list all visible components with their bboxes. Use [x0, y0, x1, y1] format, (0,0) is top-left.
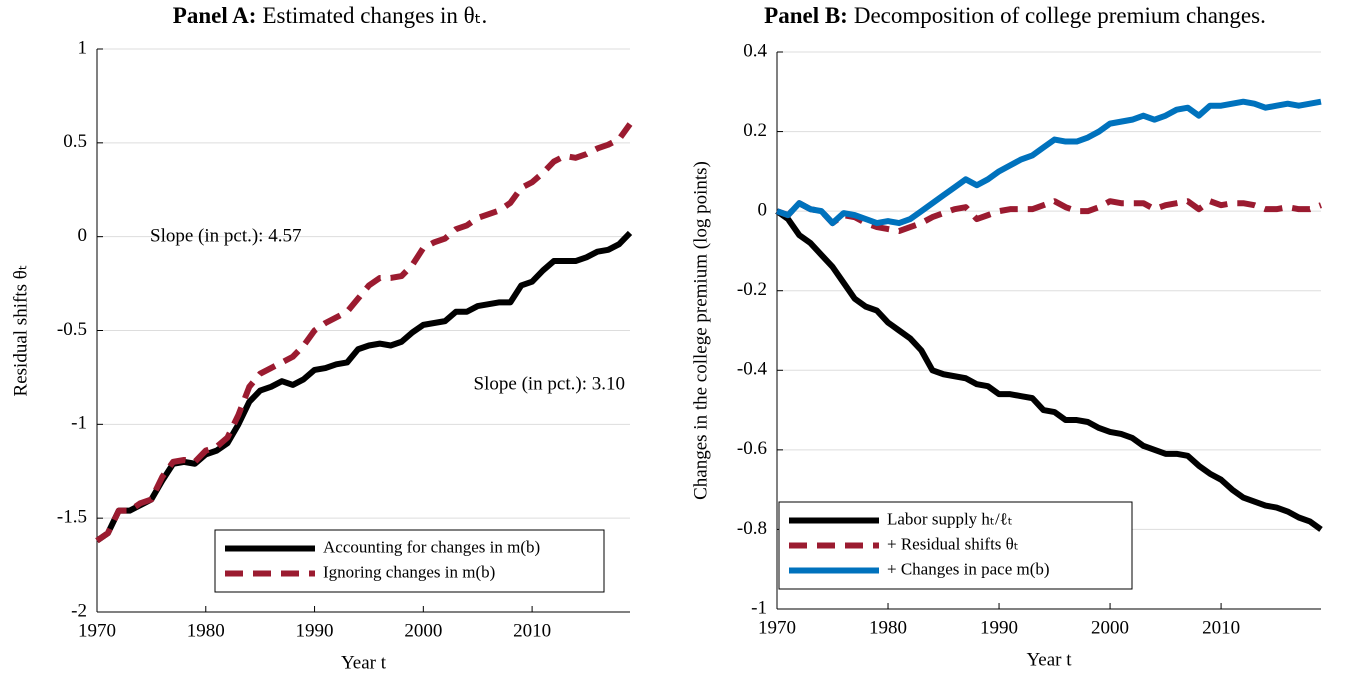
data-line: [95, 230, 633, 544]
x-tick-label: 1990: [296, 620, 334, 641]
x-tick-label: 2010: [513, 620, 551, 641]
y-axis-label: Changes in the college premium (log poin…: [690, 161, 711, 500]
panel-title: Panel B: Decomposition of college premium…: [764, 3, 1266, 28]
y-tick-label: -1.5: [57, 507, 87, 528]
y-tick-label: 0: [78, 225, 88, 246]
y-tick-label: 0: [758, 200, 768, 221]
data-line: [775, 208, 1323, 532]
panel-title: Panel A: Estimated changes in θₜ.: [173, 3, 487, 28]
x-tick-label: 2000: [1091, 617, 1129, 638]
y-tick-label: -0.4: [737, 359, 768, 380]
legend-label: Ignoring changes in m(b): [323, 562, 495, 581]
x-axis-label: Year t: [1026, 649, 1072, 670]
data-line: [775, 98, 1322, 227]
x-tick-label: 1990: [980, 617, 1018, 638]
data-line: [95, 122, 633, 544]
y-tick-label: 0.2: [743, 120, 767, 141]
y-tick-label: -0.2: [737, 279, 767, 300]
legend-label: Labor supply hₜ/ℓₜ: [887, 509, 1013, 528]
y-tick-label: -0.6: [737, 438, 767, 459]
y-tick-label: -0.8: [737, 518, 767, 539]
x-tick-label: 2000: [404, 620, 442, 641]
y-tick-label: -1: [751, 597, 767, 618]
legend-label: + Residual shifts θₜ: [887, 534, 1019, 553]
y-tick-label: 0.4: [743, 40, 767, 61]
title-prefix: Panel A:: [173, 3, 257, 28]
legend-box: [214, 529, 605, 593]
title-text: Estimated changes in θₜ.: [262, 3, 487, 28]
x-tick-label: 2010: [1202, 617, 1240, 638]
x-tick-label: 1980: [869, 617, 907, 638]
legend-label: Accounting for changes in m(b): [323, 537, 540, 556]
y-axis-label: Residual shifts θₜ: [10, 265, 31, 397]
title-prefix: Panel B:: [764, 3, 848, 28]
x-tick-label: 1970: [758, 617, 796, 638]
title-text: Decomposition of college premium changes…: [854, 3, 1266, 28]
annotation: Slope (in pct.): 4.57: [150, 225, 301, 246]
x-tick-label: 1980: [187, 620, 225, 641]
x-tick-label: 1970: [78, 620, 116, 641]
y-tick-label: 1: [78, 37, 88, 58]
y-tick-label: -2: [71, 600, 87, 621]
legend-label: + Changes in pace m(b): [887, 559, 1050, 578]
annotation: Slope (in pct.): 3.10: [474, 373, 625, 394]
y-tick-label: -0.5: [57, 319, 87, 340]
x-axis-label: Year t: [341, 652, 387, 673]
legend-box: [778, 501, 1133, 590]
y-tick-label: 0.5: [63, 131, 87, 152]
y-tick-label: -1: [71, 413, 87, 434]
